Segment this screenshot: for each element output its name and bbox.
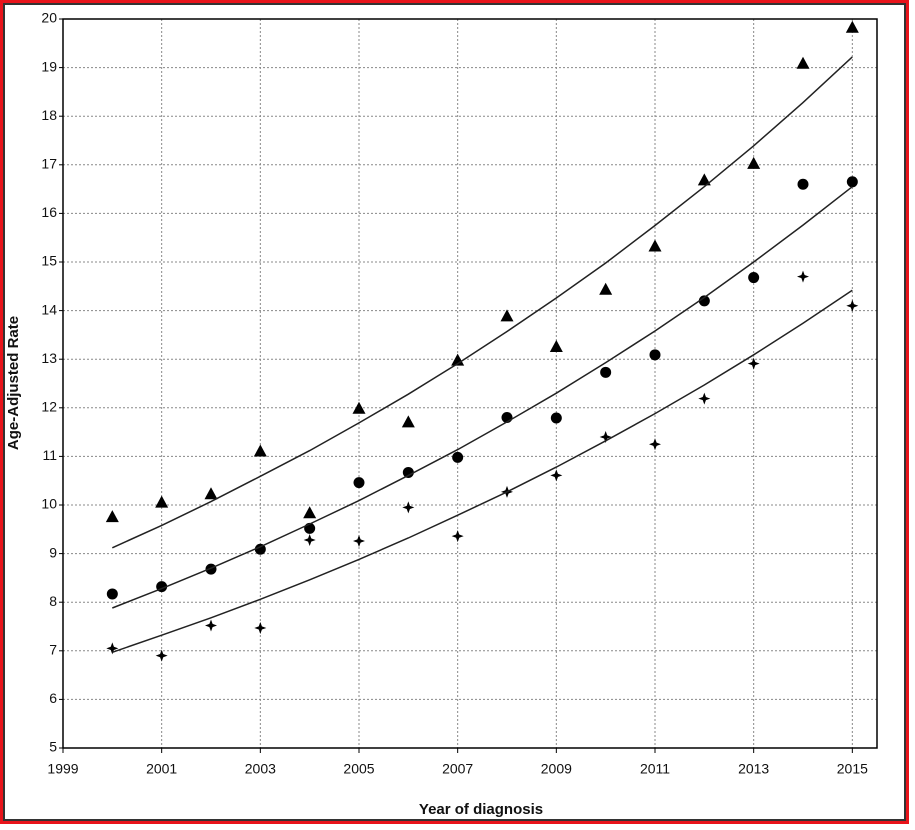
point xyxy=(353,534,365,547)
y-axis-title: Age-Adjusted Rate xyxy=(5,316,22,450)
trend-line xyxy=(111,56,853,549)
y-tick-label: 10 xyxy=(41,496,57,512)
point xyxy=(845,20,859,33)
x-tick-label: 2015 xyxy=(837,761,868,777)
point xyxy=(550,469,563,482)
point xyxy=(846,299,859,312)
point xyxy=(747,156,761,169)
point xyxy=(550,412,562,424)
y-tick-label: 19 xyxy=(41,58,57,74)
point xyxy=(697,173,711,186)
point xyxy=(747,357,760,370)
y-tick-label: 18 xyxy=(41,107,57,123)
x-tick-label: 2001 xyxy=(146,761,177,777)
y-tick-label: 17 xyxy=(41,156,57,172)
point xyxy=(846,176,858,188)
x-tick-label: 2007 xyxy=(442,761,473,777)
y-tick-label: 11 xyxy=(42,447,57,463)
y-tick-label: 9 xyxy=(49,544,57,560)
point xyxy=(205,619,217,632)
point xyxy=(401,415,415,428)
point xyxy=(599,430,612,443)
y-tick-label: 8 xyxy=(49,593,57,609)
point xyxy=(105,510,119,523)
plot-border xyxy=(62,18,878,749)
y-tick-label: 6 xyxy=(49,690,57,706)
x-tick-label: 2013 xyxy=(738,761,769,777)
point xyxy=(648,239,662,252)
point xyxy=(500,309,514,322)
point xyxy=(649,438,661,451)
point xyxy=(452,451,464,463)
point xyxy=(549,340,563,353)
point xyxy=(797,178,809,190)
x-tick-label: 1999 xyxy=(47,761,78,777)
x-axis-title: Year of diagnosis xyxy=(419,801,543,818)
point xyxy=(796,56,810,69)
x-tick-label: 2011 xyxy=(640,761,670,777)
x-tick-label: 2005 xyxy=(343,761,374,777)
y-tick-label: 14 xyxy=(41,301,57,317)
point xyxy=(698,392,711,405)
point xyxy=(797,270,809,283)
point xyxy=(451,353,465,366)
point xyxy=(106,588,118,600)
y-tick-label: 20 xyxy=(41,10,57,26)
point xyxy=(155,495,169,508)
point xyxy=(600,366,612,378)
point xyxy=(649,349,661,361)
y-tick-label: 13 xyxy=(41,350,57,366)
point xyxy=(253,444,267,457)
y-tick-label: 12 xyxy=(41,399,57,415)
y-tick-label: 5 xyxy=(49,739,57,755)
point xyxy=(106,642,119,655)
point xyxy=(303,533,316,546)
point xyxy=(303,506,317,519)
y-tick-label: 15 xyxy=(41,253,57,269)
point xyxy=(402,466,414,478)
point xyxy=(698,295,710,307)
y-tick-label: 7 xyxy=(49,642,57,658)
point xyxy=(352,401,366,414)
x-tick-label: 2009 xyxy=(541,761,572,777)
point xyxy=(402,501,415,514)
point xyxy=(254,621,267,634)
y-tick-label: 16 xyxy=(41,204,57,220)
trend-line xyxy=(112,186,853,609)
point xyxy=(599,282,613,295)
x-tick-label: 2003 xyxy=(245,761,276,777)
point xyxy=(353,477,365,489)
point xyxy=(155,649,168,662)
point xyxy=(451,530,464,543)
point xyxy=(254,543,266,555)
trend-line xyxy=(112,289,853,654)
point xyxy=(204,487,218,500)
point xyxy=(748,272,760,284)
